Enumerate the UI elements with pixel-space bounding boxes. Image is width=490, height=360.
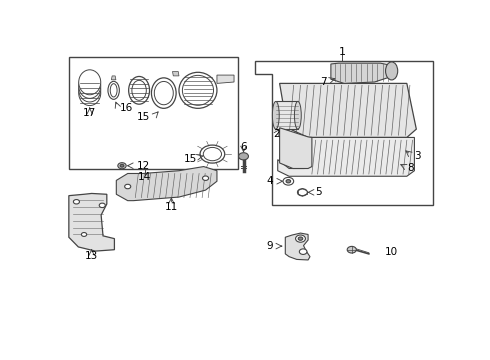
Ellipse shape bbox=[200, 145, 225, 163]
Bar bbox=[69, 57, 238, 169]
Circle shape bbox=[239, 153, 248, 160]
Circle shape bbox=[202, 176, 209, 180]
Polygon shape bbox=[217, 75, 234, 84]
Circle shape bbox=[99, 203, 105, 208]
Text: 5: 5 bbox=[315, 187, 321, 197]
Ellipse shape bbox=[151, 78, 176, 108]
Ellipse shape bbox=[182, 75, 214, 105]
Polygon shape bbox=[172, 72, 179, 76]
Circle shape bbox=[347, 246, 356, 253]
Text: 7: 7 bbox=[319, 77, 326, 87]
Polygon shape bbox=[116, 167, 217, 201]
Circle shape bbox=[118, 163, 126, 169]
Text: 4: 4 bbox=[267, 176, 273, 186]
Ellipse shape bbox=[294, 102, 301, 129]
Circle shape bbox=[124, 184, 131, 189]
Polygon shape bbox=[278, 138, 415, 176]
Text: 10: 10 bbox=[385, 247, 398, 257]
Circle shape bbox=[299, 249, 307, 255]
Text: 17: 17 bbox=[83, 108, 97, 118]
Text: 11: 11 bbox=[165, 202, 178, 212]
Ellipse shape bbox=[79, 81, 101, 105]
Polygon shape bbox=[280, 128, 312, 168]
Circle shape bbox=[120, 164, 124, 167]
Ellipse shape bbox=[110, 84, 117, 97]
Text: 14: 14 bbox=[138, 172, 151, 182]
Ellipse shape bbox=[179, 72, 217, 108]
Text: 2: 2 bbox=[273, 129, 280, 139]
Text: 15: 15 bbox=[137, 112, 150, 122]
Polygon shape bbox=[331, 63, 392, 84]
Circle shape bbox=[295, 235, 305, 242]
Circle shape bbox=[283, 177, 294, 185]
Ellipse shape bbox=[154, 81, 173, 105]
Text: 13: 13 bbox=[85, 251, 98, 261]
Circle shape bbox=[298, 237, 303, 240]
Polygon shape bbox=[285, 233, 310, 260]
Ellipse shape bbox=[272, 102, 279, 129]
Polygon shape bbox=[69, 193, 115, 251]
Ellipse shape bbox=[108, 81, 120, 99]
Circle shape bbox=[74, 199, 79, 204]
Text: 12: 12 bbox=[136, 161, 149, 171]
Ellipse shape bbox=[79, 77, 101, 102]
Ellipse shape bbox=[386, 62, 398, 80]
Text: 15: 15 bbox=[184, 153, 197, 163]
Circle shape bbox=[286, 180, 291, 183]
Polygon shape bbox=[280, 84, 416, 138]
Ellipse shape bbox=[79, 70, 101, 95]
Text: 1: 1 bbox=[339, 46, 346, 57]
Ellipse shape bbox=[132, 80, 147, 100]
Ellipse shape bbox=[203, 148, 221, 161]
Circle shape bbox=[81, 233, 87, 237]
Text: 8: 8 bbox=[408, 163, 414, 173]
Text: 16: 16 bbox=[120, 103, 133, 113]
Text: 9: 9 bbox=[267, 241, 273, 251]
Circle shape bbox=[297, 189, 307, 196]
Text: 3: 3 bbox=[414, 151, 420, 161]
Polygon shape bbox=[255, 61, 433, 205]
Ellipse shape bbox=[129, 76, 149, 104]
Polygon shape bbox=[276, 102, 298, 129]
Polygon shape bbox=[111, 76, 116, 80]
Text: 6: 6 bbox=[240, 143, 247, 152]
Ellipse shape bbox=[79, 73, 101, 98]
